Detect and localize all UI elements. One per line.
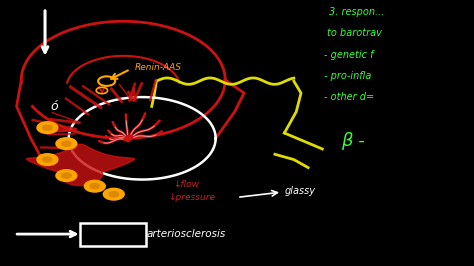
Text: to barotrav: to barotrav xyxy=(327,28,382,38)
Circle shape xyxy=(62,173,71,178)
Text: β -: β - xyxy=(341,132,365,150)
Circle shape xyxy=(37,122,58,134)
Circle shape xyxy=(109,192,118,197)
Circle shape xyxy=(62,141,71,146)
Text: - genetic f: - genetic f xyxy=(324,49,373,60)
Text: ó: ó xyxy=(51,100,58,113)
Text: ↓pressure: ↓pressure xyxy=(168,193,215,202)
Text: arteriosclerosis: arteriosclerosis xyxy=(147,229,226,239)
Text: - pro-infla: - pro-infla xyxy=(324,71,371,81)
Circle shape xyxy=(90,184,100,189)
Text: - other d=: - other d= xyxy=(324,92,374,102)
Circle shape xyxy=(43,125,52,130)
Circle shape xyxy=(84,180,105,192)
FancyBboxPatch shape xyxy=(80,223,146,246)
Circle shape xyxy=(43,157,52,162)
Circle shape xyxy=(56,138,77,149)
Circle shape xyxy=(37,154,58,165)
Text: 3. respon...: 3. respon... xyxy=(329,7,385,17)
Polygon shape xyxy=(27,144,135,186)
Text: Renin-AAS: Renin-AAS xyxy=(135,63,182,72)
Circle shape xyxy=(56,170,77,181)
Text: hyaline: hyaline xyxy=(94,229,132,239)
Text: ↓flow: ↓flow xyxy=(173,180,199,189)
Text: glassy: glassy xyxy=(284,186,315,196)
Circle shape xyxy=(103,188,124,200)
